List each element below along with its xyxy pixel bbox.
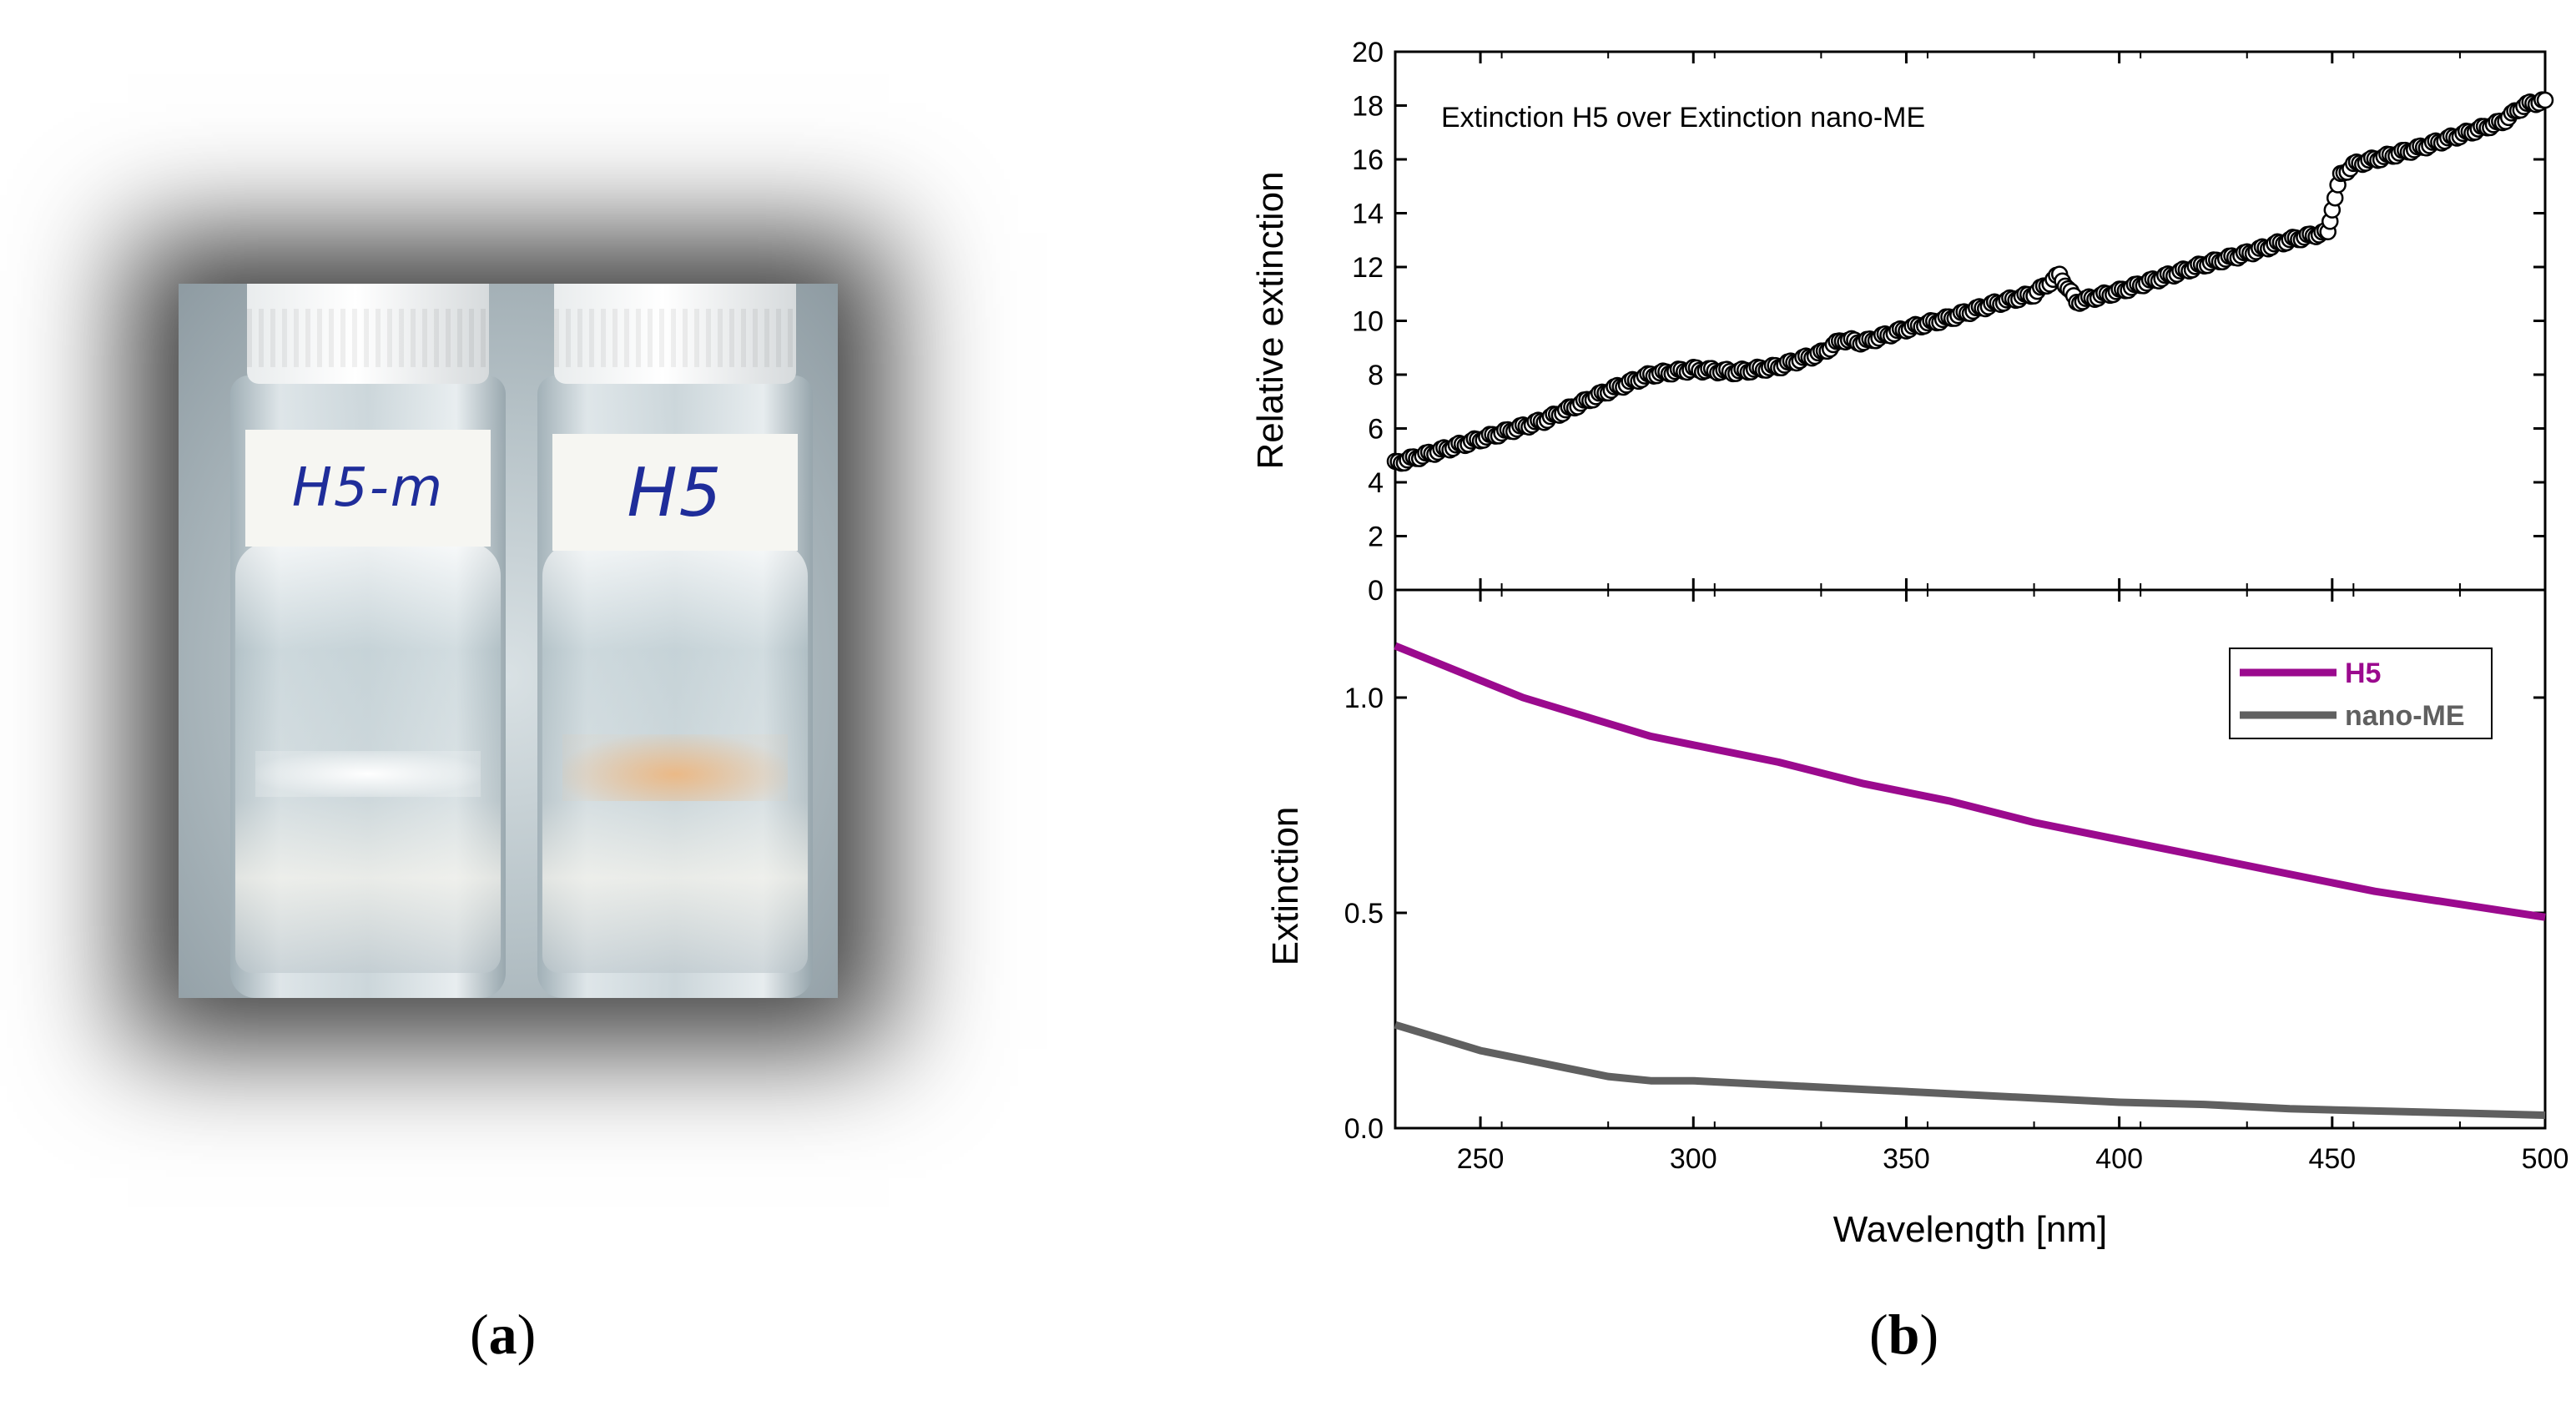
x-tick-label: 300 bbox=[1670, 1143, 1717, 1175]
x-axis-title: Wavelength [nm] bbox=[1833, 1209, 2108, 1250]
vial-h5: H5 bbox=[537, 284, 813, 998]
y-tick-label: 20 bbox=[1352, 37, 1384, 68]
series-line-nano-me bbox=[1394, 1020, 2546, 1119]
x-tick-label: 400 bbox=[2095, 1143, 2143, 1175]
x-tick-label: 350 bbox=[1883, 1143, 1930, 1175]
scattered-light-glow bbox=[255, 751, 481, 797]
x-tick-label: 450 bbox=[2308, 1143, 2356, 1175]
scattered-light-glow bbox=[562, 734, 788, 801]
relative-extinction-points bbox=[1386, 91, 2554, 472]
legend: H5 nano-ME bbox=[2229, 648, 2493, 739]
legend-label-nano-me: nano-ME bbox=[2345, 700, 2465, 732]
extinction-plot: 0.0 0.5 1.0 250 300 350 400 450 500 Extinction W… bbox=[1265, 588, 2569, 1250]
x-tick-label: 250 bbox=[1457, 1143, 1505, 1175]
bottom-plot-frame bbox=[1394, 588, 2547, 1130]
y-tick-label: 10 bbox=[1352, 306, 1384, 338]
y-tick-label: 0 bbox=[1368, 575, 1384, 607]
top-y-axis-title: Relative extinction bbox=[1250, 171, 1291, 469]
x-tick-label: 500 bbox=[2522, 1143, 2569, 1175]
top-plot-ticks: 0 2 4 6 8 10 12 14 16 18 20 bbox=[1352, 37, 2547, 607]
bottom-plot-ticks: 0.0 0.5 1.0 250 300 350 400 450 500 bbox=[1344, 590, 2569, 1175]
y-tick-label: 0.0 bbox=[1344, 1113, 1384, 1145]
data-point bbox=[2536, 91, 2554, 109]
extinction-series bbox=[1394, 642, 2546, 1119]
legend-label-h5: H5 bbox=[2345, 658, 2381, 689]
relative-extinction-plot: 0 2 4 6 8 10 12 14 16 18 20 Extinction H5 over Ext… bbox=[1250, 37, 2554, 607]
panel-label-b: (b) bbox=[1869, 1303, 1939, 1366]
y-tick-label: 8 bbox=[1368, 360, 1384, 391]
y-tick-label: 0.5 bbox=[1344, 898, 1384, 930]
legend-box bbox=[2229, 648, 2493, 739]
y-tick-label: 14 bbox=[1352, 199, 1384, 230]
vial-label-h5: H5 bbox=[552, 434, 798, 551]
top-annotation: Extinction H5 over Extinction nano-ME bbox=[1441, 102, 1925, 134]
y-tick-label: 12 bbox=[1352, 252, 1384, 284]
vial-h5-m: H5-m bbox=[230, 284, 506, 998]
vial-cap bbox=[247, 284, 489, 384]
bottom-y-axis-title: Extinction bbox=[1265, 807, 1306, 966]
vial-cap bbox=[554, 284, 796, 384]
vials-photo: H5-m H5 bbox=[179, 284, 838, 998]
y-tick-label: 6 bbox=[1368, 414, 1384, 446]
panel-label-a: (a) bbox=[470, 1303, 537, 1366]
y-tick-label: 18 bbox=[1352, 91, 1384, 123]
series-line-h5 bbox=[1394, 642, 2546, 921]
y-tick-label: 4 bbox=[1368, 467, 1384, 499]
y-tick-label: 1.0 bbox=[1344, 683, 1384, 714]
vial-label-h5-m: H5-m bbox=[245, 430, 491, 547]
y-tick-label: 16 bbox=[1352, 144, 1384, 176]
y-tick-label: 2 bbox=[1368, 522, 1384, 553]
